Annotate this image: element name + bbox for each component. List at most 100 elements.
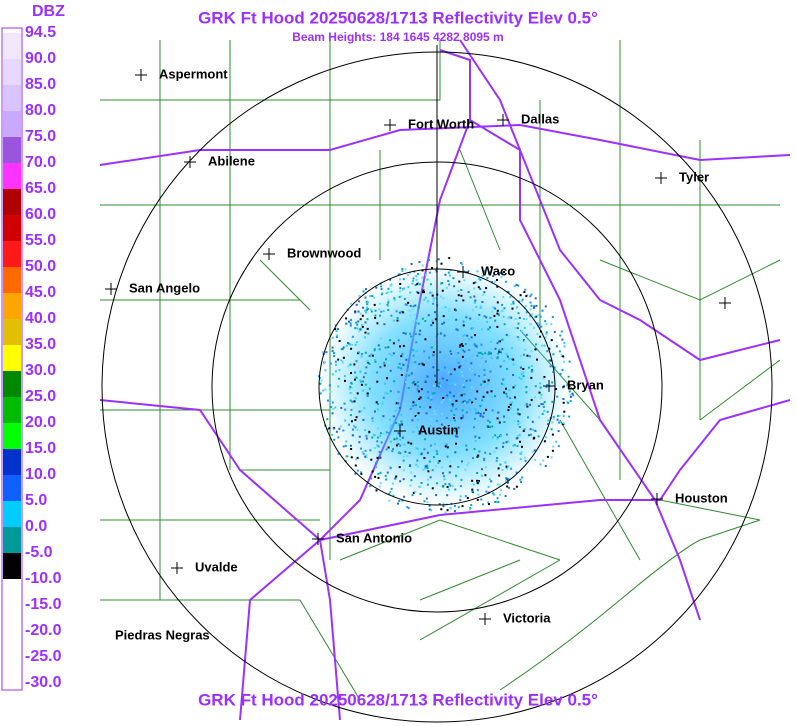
echo-dot: [519, 366, 522, 369]
echo-dot: [410, 442, 413, 445]
echo-dot: [367, 332, 370, 335]
echo-dot: [430, 418, 433, 421]
echo-dot: [453, 285, 456, 288]
echo-dot: [509, 296, 512, 298]
echo-dot: [430, 396, 432, 399]
echo-dot: [444, 483, 447, 486]
echo-dot: [514, 384, 517, 387]
echo-dot: [420, 482, 423, 484]
city-marker: [651, 493, 663, 505]
echo-dot: [402, 364, 405, 366]
echo-dot: [365, 366, 368, 369]
color-band: [3, 657, 21, 683]
echo-dot: [401, 424, 404, 427]
color-band: [3, 111, 21, 137]
echo-dot: [349, 414, 352, 417]
echo-dot: [476, 472, 479, 474]
echo-dot: [479, 306, 482, 309]
echo-dot: [368, 354, 371, 357]
echo-dot: [393, 438, 396, 441]
echo-dot: [522, 368, 525, 370]
echo-dot: [418, 363, 421, 365]
echo-dot: [462, 416, 465, 419]
echo-dot: [511, 307, 514, 310]
echo-dot: [431, 294, 434, 297]
echo-dot: [505, 333, 508, 336]
echo-dot: [472, 403, 475, 405]
cities: Aspermont Fort Worth Dallas Abilene Tyler Bro…: [105, 66, 731, 642]
echo-dot: [490, 390, 493, 393]
echo-dot: [441, 289, 444, 292]
echo-dot: [464, 334, 466, 337]
echo-dot: [404, 268, 407, 271]
city-label: Abilene: [208, 153, 255, 168]
echo-dot: [392, 494, 395, 497]
echo-dot: [533, 396, 536, 399]
echo-dot: [484, 360, 487, 363]
echo-dot: [540, 325, 543, 328]
echo-dot: [326, 418, 329, 421]
echo-dot: [409, 314, 412, 317]
echo-dot: [556, 418, 559, 421]
echo-dot: [466, 400, 469, 403]
echo-dot: [415, 463, 418, 466]
echo-dot: [461, 505, 464, 508]
echo-dot: [378, 485, 381, 488]
echo-dot: [356, 469, 359, 472]
echo-dot: [408, 451, 411, 454]
echo-dot: [472, 457, 474, 460]
echo-dot: [429, 476, 432, 479]
echo-dot: [521, 476, 524, 479]
echo-dot: [431, 267, 434, 269]
echo-dot: [374, 475, 377, 478]
echo-dot: [412, 380, 415, 383]
city-label: Brownwood: [287, 245, 361, 260]
echo-dot: [399, 290, 402, 293]
echo-dot: [485, 408, 488, 411]
echo-dot: [537, 314, 540, 317]
echo-dot: [401, 270, 404, 272]
echo-dot: [411, 308, 414, 311]
echo-dot: [414, 284, 417, 287]
echo-dot: [558, 421, 561, 424]
echo-dot: [452, 405, 455, 408]
echo-dot: [534, 316, 537, 319]
echo-dot: [368, 432, 371, 435]
echo-dot: [467, 291, 470, 294]
echo-dot: [438, 439, 441, 442]
echo-dot: [435, 407, 438, 410]
echo-dot: [402, 311, 405, 314]
echo-dot: [544, 305, 547, 308]
echo-dot: [398, 311, 401, 314]
echo-dot: [431, 487, 434, 490]
echo-dot: [354, 472, 357, 475]
echo-dot: [427, 396, 430, 399]
echo-dot: [504, 479, 507, 482]
color-band: [3, 631, 21, 657]
echo-dot: [414, 490, 417, 493]
echo-dot: [549, 365, 552, 368]
echo-dot: [455, 328, 458, 331]
echo-dot: [507, 477, 510, 480]
echo-dot: [500, 276, 503, 279]
echo-dot: [456, 435, 459, 438]
echo-dot: [471, 479, 474, 482]
echo-dot: [460, 417, 463, 420]
echo-dot: [518, 434, 521, 437]
echo-dot: [378, 456, 381, 459]
echo-dot: [323, 361, 326, 363]
echo-dot: [337, 436, 340, 439]
echo-dot: [402, 469, 405, 471]
echo-dot: [383, 364, 386, 367]
echo-dot: [421, 363, 424, 366]
legend-label: 25.0: [25, 388, 56, 405]
legend-label: 35.0: [25, 336, 56, 353]
echo-dot: [462, 324, 465, 327]
echo-dot: [525, 391, 528, 394]
echo-dot: [546, 410, 549, 413]
echo-dot: [402, 478, 405, 481]
echo-dot: [422, 363, 425, 366]
echo-dot: [558, 350, 561, 353]
echo-dot: [418, 430, 421, 433]
echo-dot: [562, 355, 565, 358]
